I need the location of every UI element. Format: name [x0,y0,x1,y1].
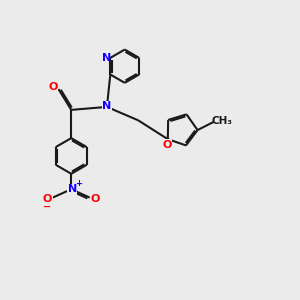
Text: N: N [101,53,111,63]
Text: CH₃: CH₃ [212,116,233,126]
Text: O: O [163,140,172,149]
Text: O: O [48,82,58,92]
Text: O: O [43,194,52,204]
Text: +: + [76,179,82,188]
Text: N: N [102,101,112,111]
Text: N: N [68,184,77,194]
Text: −: − [44,202,52,212]
Text: O: O [90,194,100,204]
